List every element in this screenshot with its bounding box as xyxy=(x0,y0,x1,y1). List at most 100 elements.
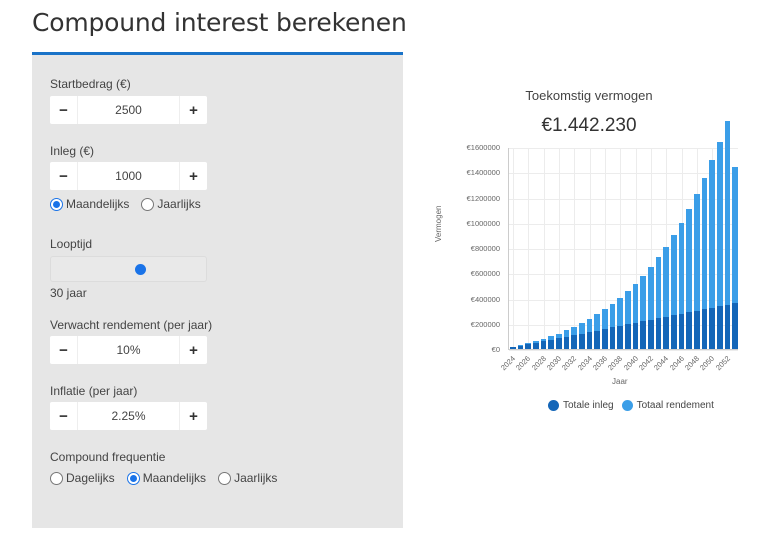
bar-2037[interactable] xyxy=(609,303,616,349)
looptijd-slider[interactable] xyxy=(50,256,207,282)
legend-item-totaal-rendement[interactable]: Totaal rendement xyxy=(621,400,714,411)
bar-2036[interactable] xyxy=(602,309,608,349)
radio-circle-icon xyxy=(141,197,155,211)
rendement-increment-button[interactable]: + xyxy=(179,336,207,364)
bar-segment-inleg xyxy=(548,339,554,349)
radio-label: Jaarlijks xyxy=(157,197,201,211)
bar-2051[interactable] xyxy=(717,141,723,349)
gridline xyxy=(528,148,530,349)
bar-2045[interactable] xyxy=(671,235,677,349)
rendement-stepper: − 10% + xyxy=(50,336,207,364)
bar-segment-inleg xyxy=(563,336,570,349)
inleg-input[interactable]: 1000 xyxy=(115,169,142,183)
bar-segment-inleg xyxy=(724,304,731,349)
legend-item-totale-inleg[interactable]: Totale inleg xyxy=(548,400,614,411)
inleg-decrement-button[interactable]: − xyxy=(50,162,78,190)
inleg-frequency-jaarlijks-radio[interactable]: Jaarlijks xyxy=(141,197,201,211)
bar-2046[interactable] xyxy=(678,222,685,349)
bar-segment-rendement xyxy=(671,235,677,349)
bar-2039[interactable] xyxy=(625,291,631,349)
bar-segment-inleg xyxy=(586,332,593,349)
x-tick-label: 2046 xyxy=(667,354,686,373)
x-tick-label: 2036 xyxy=(590,354,609,373)
bar-segment-rendement xyxy=(678,222,685,349)
compound-dagelijks-radio[interactable]: Dagelijks xyxy=(50,471,115,485)
bar-2026[interactable] xyxy=(525,343,531,349)
y-tick-label: €1600000 xyxy=(466,143,500,152)
bar-2048[interactable] xyxy=(694,194,700,349)
rendement-decrement-button[interactable]: − xyxy=(50,336,78,364)
bar-2038[interactable] xyxy=(617,297,623,349)
startbedrag-input[interactable]: 2500 xyxy=(115,103,142,117)
bar-segment-inleg xyxy=(594,330,600,349)
x-axis-title: Jaar xyxy=(612,377,628,386)
inflatie-decrement-button[interactable]: − xyxy=(50,402,78,430)
bar-segment-rendement xyxy=(663,246,669,349)
calculator-form-panel: Startbedrag (€) − 2500 + Inleg (€) − 100… xyxy=(32,52,403,528)
bar-2030[interactable] xyxy=(556,333,562,349)
startbedrag-decrement-button[interactable]: − xyxy=(50,96,78,124)
inleg-frequency-group: Maandelijks Jaarlijks xyxy=(50,197,213,211)
bar-2043[interactable] xyxy=(655,257,662,349)
compound-jaarlijks-radio[interactable]: Jaarlijks xyxy=(218,471,277,485)
bar-2024[interactable] xyxy=(510,347,516,349)
bar-segment-inleg xyxy=(640,321,646,349)
bar-segment-inleg xyxy=(510,347,516,349)
radio-label: Maandelijks xyxy=(142,471,207,485)
legend-dot-icon xyxy=(548,400,559,411)
inleg-increment-button[interactable]: + xyxy=(179,162,207,190)
bar-segment-rendement xyxy=(640,275,646,349)
bar-2033[interactable] xyxy=(579,323,585,349)
gridline xyxy=(509,249,738,250)
gridline xyxy=(509,324,738,326)
gridline xyxy=(589,148,591,349)
bar-2035[interactable] xyxy=(594,314,600,349)
bar-segment-inleg xyxy=(525,344,531,349)
result-chart-area: Toekomstig vermogen €1.442.230 Vermogen … xyxy=(434,80,750,420)
bar-segment-inleg xyxy=(648,319,654,349)
looptijd-label: Looptijd xyxy=(50,237,93,251)
y-tick-label: €400000 xyxy=(470,294,500,304)
bar-segment-inleg xyxy=(556,338,562,349)
gridline xyxy=(574,148,576,349)
startbedrag-increment-button[interactable]: + xyxy=(179,96,207,124)
inflatie-increment-button[interactable]: + xyxy=(179,402,207,430)
radio-label: Maandelijks xyxy=(66,197,130,211)
radio-circle-icon xyxy=(50,471,63,485)
bar-2050[interactable] xyxy=(709,160,715,349)
bar-2042[interactable] xyxy=(648,266,654,349)
bar-segment-inleg xyxy=(671,315,677,349)
y-tick-label: €800000 xyxy=(470,244,500,253)
y-tick-label: €600000 xyxy=(470,269,500,279)
bar-2032[interactable] xyxy=(571,327,577,349)
slider-thumb[interactable] xyxy=(135,264,146,275)
bar-2047[interactable] xyxy=(686,209,692,349)
gridline xyxy=(543,148,545,349)
inleg-frequency-maandelijks-radio[interactable]: Maandelijks xyxy=(50,197,129,211)
inflatie-stepper: − 2.25% + xyxy=(50,402,207,430)
inflatie-label: Inflatie (per jaar) xyxy=(50,384,138,398)
result-title: Toekomstig vermogen xyxy=(525,88,653,103)
bar-2025[interactable] xyxy=(517,345,524,349)
x-tick-label: 2028 xyxy=(529,354,548,373)
radio-label: Jaarlijks xyxy=(234,471,278,485)
bar-2034[interactable] xyxy=(586,319,593,349)
bar-2027[interactable] xyxy=(533,341,539,349)
bar-2041[interactable] xyxy=(640,275,646,349)
bar-2031[interactable] xyxy=(563,330,570,349)
legend-label: Totale inleg xyxy=(563,400,614,411)
bar-2052[interactable] xyxy=(724,121,731,349)
bar-2049[interactable] xyxy=(701,178,708,349)
inflatie-input[interactable]: 2.25% xyxy=(111,409,146,423)
bar-2044[interactable] xyxy=(663,246,669,349)
bar-2028[interactable] xyxy=(540,338,547,349)
x-tick-label: 2024 xyxy=(498,354,517,373)
compound-maandelijks-radio[interactable]: Maandelijks xyxy=(126,471,207,485)
rendement-input[interactable]: 10% xyxy=(116,343,141,357)
bar-2053[interactable] xyxy=(732,166,738,349)
bar-segment-rendement xyxy=(632,283,639,349)
gridline xyxy=(509,148,738,149)
bar-2029[interactable] xyxy=(548,336,554,349)
bar-2040[interactable] xyxy=(632,283,639,349)
bar-segment-inleg xyxy=(678,313,685,349)
